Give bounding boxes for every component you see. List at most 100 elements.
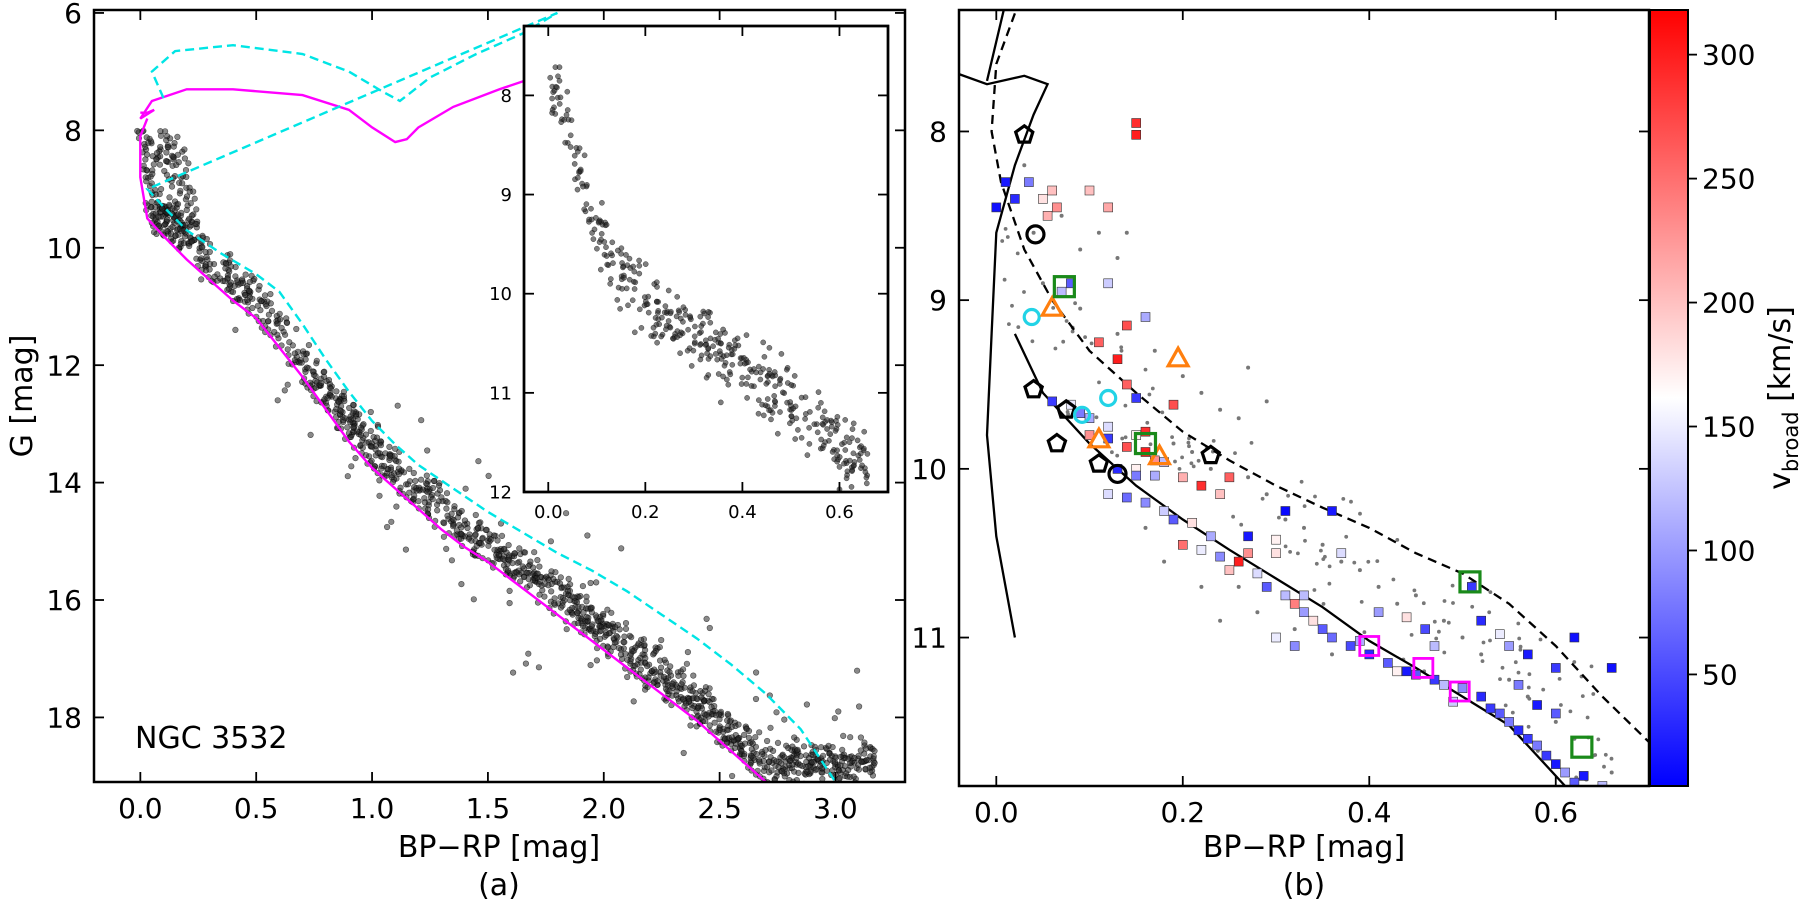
green-square-marker xyxy=(1570,735,1594,759)
member-dot xyxy=(1171,441,1176,446)
cluster-member-point xyxy=(766,758,773,765)
cluster-member-point xyxy=(847,734,854,741)
inset-point xyxy=(766,407,772,414)
panel-a-y-tick-label: 18 xyxy=(46,702,82,735)
panel-a-y-label: G [mag] xyxy=(5,335,40,458)
inset-point xyxy=(798,394,805,401)
inset-point xyxy=(638,325,645,331)
vbroad-square xyxy=(1280,590,1291,601)
inset-point xyxy=(677,350,683,357)
member-dot xyxy=(1375,559,1380,563)
cluster-member-point xyxy=(724,717,731,724)
vbroad-square xyxy=(991,202,1002,213)
member-dot xyxy=(1177,467,1182,471)
cluster-member-point xyxy=(728,772,736,780)
inset-point xyxy=(631,268,638,275)
member-dot xyxy=(1180,455,1184,460)
cluster-member-point xyxy=(424,447,431,454)
member-dot xyxy=(1173,459,1177,464)
member-dot xyxy=(1320,542,1325,547)
cluster-member-point xyxy=(283,319,291,327)
inset-point xyxy=(556,77,563,84)
inset-point xyxy=(815,389,822,395)
cluster-member-point xyxy=(340,417,347,424)
inset-point xyxy=(839,441,845,447)
cluster-member-point xyxy=(370,434,377,441)
panel-b-x-axis: 0.0 0.2 0.4 0.6 xyxy=(974,10,1578,829)
cluster-member-point xyxy=(791,734,798,741)
pentagon-marker xyxy=(1046,432,1068,453)
inset-point xyxy=(863,474,870,481)
inset-point xyxy=(636,257,642,264)
member-dot xyxy=(1000,239,1005,243)
vbroad-square xyxy=(1308,615,1319,626)
member-dot xyxy=(1602,764,1606,769)
cluster-member-point xyxy=(444,512,451,519)
cluster-member-point xyxy=(698,714,705,721)
cluster-member-point xyxy=(535,664,543,671)
inset-y-tick-label: 12 xyxy=(489,482,512,503)
cluster-member-point xyxy=(166,201,173,208)
cluster-member-point xyxy=(475,458,482,465)
inset-point xyxy=(851,462,857,469)
cluster-member-point xyxy=(644,662,651,670)
cluster-member-point xyxy=(789,783,795,789)
vbroad-square xyxy=(1206,531,1216,542)
colorbar-ticks: 50 100 150 200 250 300 xyxy=(1688,39,1755,691)
cluster-member-point xyxy=(683,660,691,667)
member-dot xyxy=(1218,618,1223,623)
cluster-member-point xyxy=(393,503,400,510)
panel-b-x-tick-label: 0.2 xyxy=(1161,796,1206,829)
inset-point xyxy=(589,230,595,236)
inset-point xyxy=(629,297,636,304)
inset-point xyxy=(863,480,870,487)
member-dot xyxy=(1236,416,1241,421)
inset-point xyxy=(650,324,657,331)
cluster-member-point xyxy=(284,346,291,353)
inset-point xyxy=(788,413,795,419)
cluster-member-point xyxy=(784,788,790,794)
member-dot xyxy=(1302,504,1307,508)
cluster-member-point xyxy=(276,310,283,317)
cluster-member-point xyxy=(262,301,269,308)
cluster-member-point xyxy=(803,701,811,708)
member-dot xyxy=(1059,213,1064,218)
cluster-member-point xyxy=(192,220,199,227)
panel-b-frame xyxy=(957,8,1651,788)
vbroad-square xyxy=(1131,130,1141,140)
cluster-member-point xyxy=(332,414,340,421)
cluster-member-point xyxy=(143,151,151,158)
vbroad-square xyxy=(1010,194,1020,204)
cluster-member-point xyxy=(715,711,723,718)
member-dot xyxy=(1498,677,1502,681)
cluster-member-point xyxy=(536,563,543,570)
cluster-member-point xyxy=(783,742,790,749)
cluster-member-point xyxy=(458,524,465,531)
inset-y-tick-label: 8 xyxy=(501,86,512,107)
vbroad-square xyxy=(1289,598,1300,609)
cluster-member-point xyxy=(687,722,694,729)
cluster-member-point xyxy=(423,472,430,479)
cluster-member-point xyxy=(434,507,441,514)
member-dot xyxy=(1609,756,1614,761)
inset-point xyxy=(757,369,764,376)
vbroad-square xyxy=(1401,666,1412,677)
triangle-marker xyxy=(1165,344,1191,368)
inset-point xyxy=(712,329,719,336)
inset-point xyxy=(586,216,592,223)
cluster-member-point xyxy=(569,611,576,618)
inset-point xyxy=(821,408,828,415)
cluster-member-point xyxy=(385,466,392,473)
cluster-member-point xyxy=(418,476,425,483)
cluster-member-point xyxy=(839,766,846,774)
cluster-member-point xyxy=(421,499,429,506)
cluster-member-point xyxy=(379,454,386,461)
cluster-member-point xyxy=(800,743,808,750)
inset-point xyxy=(698,323,705,329)
cluster-member-point xyxy=(618,545,625,552)
member-dot xyxy=(1299,479,1304,484)
inset-point xyxy=(583,201,590,207)
inset-point xyxy=(771,398,778,404)
inset-point xyxy=(774,430,781,437)
